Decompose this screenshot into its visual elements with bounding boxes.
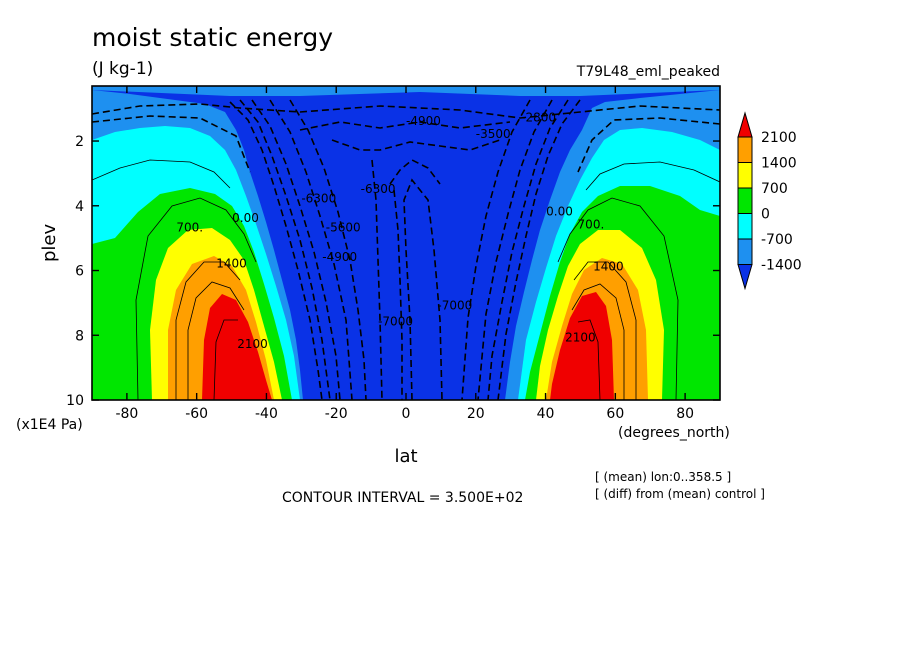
note-lon-text: [ (mean) lon:0..358.5 ] xyxy=(595,470,731,484)
y-tick-label: 2 xyxy=(75,134,84,150)
contour-label: -4900 xyxy=(322,250,357,264)
plot-area xyxy=(92,86,720,400)
contour-label: -3500 xyxy=(476,127,511,141)
x-tick-label: 0 xyxy=(402,406,411,422)
x-tick-label: -60 xyxy=(185,406,208,422)
x-tick-label: 20 xyxy=(467,406,485,422)
experiment-label: T79L48_eml_peaked xyxy=(576,64,720,80)
colorbar-swatch xyxy=(737,162,753,189)
x-axis-label: lat xyxy=(394,446,417,467)
colorbar: 2100 1400 700 0 -700 -1400 xyxy=(737,111,802,291)
colorbar-top-arrow xyxy=(737,111,753,138)
x-tick-label: -20 xyxy=(325,406,348,422)
colorbar-label: 700 xyxy=(761,181,788,197)
note-diff-text: [ (diff) from (mean) control ] xyxy=(595,487,765,501)
contour-interval-text: CONTOUR INTERVAL = 3.500E+02 xyxy=(282,490,523,506)
x-tick-label: 80 xyxy=(676,406,694,422)
colorbar-label: 1400 xyxy=(761,156,797,172)
contour-labels: -4900 -3500 -2800 -6300 -5600 -4900 -6300 -7000… xyxy=(176,111,623,352)
fill-right-red xyxy=(550,292,614,400)
chart-title: moist static energy xyxy=(92,23,333,52)
colorbar-label: 2100 xyxy=(761,130,797,146)
x-tick-label: -40 xyxy=(255,406,278,422)
contour-label: -7000 xyxy=(378,315,413,329)
x-tick-label: 40 xyxy=(537,406,555,422)
contour-label: -5600 xyxy=(326,221,361,235)
y-tick-label: 10 xyxy=(66,393,84,409)
y-tick-label: 6 xyxy=(75,264,84,280)
contour-label: -2800 xyxy=(521,111,556,125)
contour-label: 0.00 xyxy=(232,211,259,225)
colorbar-swatch xyxy=(737,238,753,265)
x-axis: -80 -60 -40 -20 0 20 40 60 80 xyxy=(115,86,694,422)
contour-label: 1400 xyxy=(593,260,624,274)
colorbar-label: 0 xyxy=(761,207,770,223)
x-tick-label: 60 xyxy=(606,406,624,422)
contour-label: 700. xyxy=(578,217,605,231)
contour-label: -6300 xyxy=(301,192,336,206)
colorbar-label: -1400 xyxy=(761,258,802,274)
y-tick-label: 4 xyxy=(75,199,84,215)
colorbar-label: -700 xyxy=(761,232,793,248)
contour-label: 0.00 xyxy=(546,204,573,218)
y-axis-label: plev xyxy=(39,223,60,262)
contour-label: -4900 xyxy=(406,114,441,128)
colorbar-swatch xyxy=(737,136,753,163)
contour-label: -7000 xyxy=(437,298,472,312)
x-axis-unit-label: (degrees_north) xyxy=(618,425,730,441)
colorbar-swatch xyxy=(737,187,753,214)
colorbar-bottom-arrow xyxy=(737,264,753,291)
contour-label: 1400 xyxy=(216,256,247,270)
chart-units: (J kg-1) xyxy=(92,59,153,79)
contour-label: -6300 xyxy=(361,182,396,196)
contour-label: 700. xyxy=(176,221,203,235)
y-tick-label: 8 xyxy=(75,328,84,344)
fill-left-red xyxy=(202,294,272,400)
y-axis: 2 4 6 8 10 xyxy=(66,134,720,409)
colorbar-swatch xyxy=(737,213,753,240)
positive-contours xyxy=(92,159,720,400)
contour-label: 2100 xyxy=(237,337,268,351)
y-axis-unit-label: (x1E4 Pa) xyxy=(16,417,83,433)
x-tick-label: -80 xyxy=(115,406,138,422)
contour-label: 2100 xyxy=(565,331,596,345)
negative-contours xyxy=(92,99,720,400)
